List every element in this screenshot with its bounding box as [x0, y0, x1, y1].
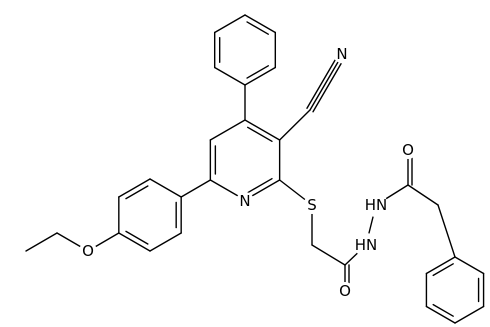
bond [309, 61, 339, 111]
bond [209, 119, 246, 141]
bond [149, 178, 182, 198]
amide-oxygen: O [339, 282, 351, 300]
bond [118, 178, 151, 198]
bond [454, 256, 485, 275]
bond [311, 244, 346, 266]
bond [425, 305, 456, 324]
bond [244, 66, 277, 86]
bond [407, 184, 439, 206]
bond [246, 177, 273, 194]
acyl-oxygen: O [402, 141, 414, 159]
bond [125, 185, 149, 200]
bonds [25, 14, 485, 324]
bond [432, 263, 454, 277]
atom-labels: N N S O O O HN HN [79, 45, 417, 300]
ether-oxygen: O [82, 242, 94, 260]
sulfur: S [307, 196, 317, 214]
bond [454, 305, 485, 324]
bond [246, 21, 269, 35]
hydrazide-nh-lower: HN [355, 236, 378, 254]
bond [244, 14, 277, 34]
bond [149, 232, 182, 252]
bond [306, 59, 336, 109]
bond [180, 179, 212, 198]
bond [213, 14, 246, 34]
bond [213, 66, 246, 86]
bond [118, 232, 151, 252]
bond [312, 63, 342, 113]
bond [278, 109, 311, 141]
bond [246, 126, 273, 143]
bond [25, 232, 58, 252]
bond [125, 230, 149, 245]
hydrazide-nh-upper: HN [365, 196, 388, 214]
bond [246, 65, 269, 79]
pyridine-nitrogen: N [239, 192, 250, 210]
bond [432, 303, 454, 317]
bond [244, 119, 281, 141]
bond [437, 204, 456, 258]
bond [425, 256, 456, 275]
nitrile-nitrogen: N [336, 45, 347, 63]
